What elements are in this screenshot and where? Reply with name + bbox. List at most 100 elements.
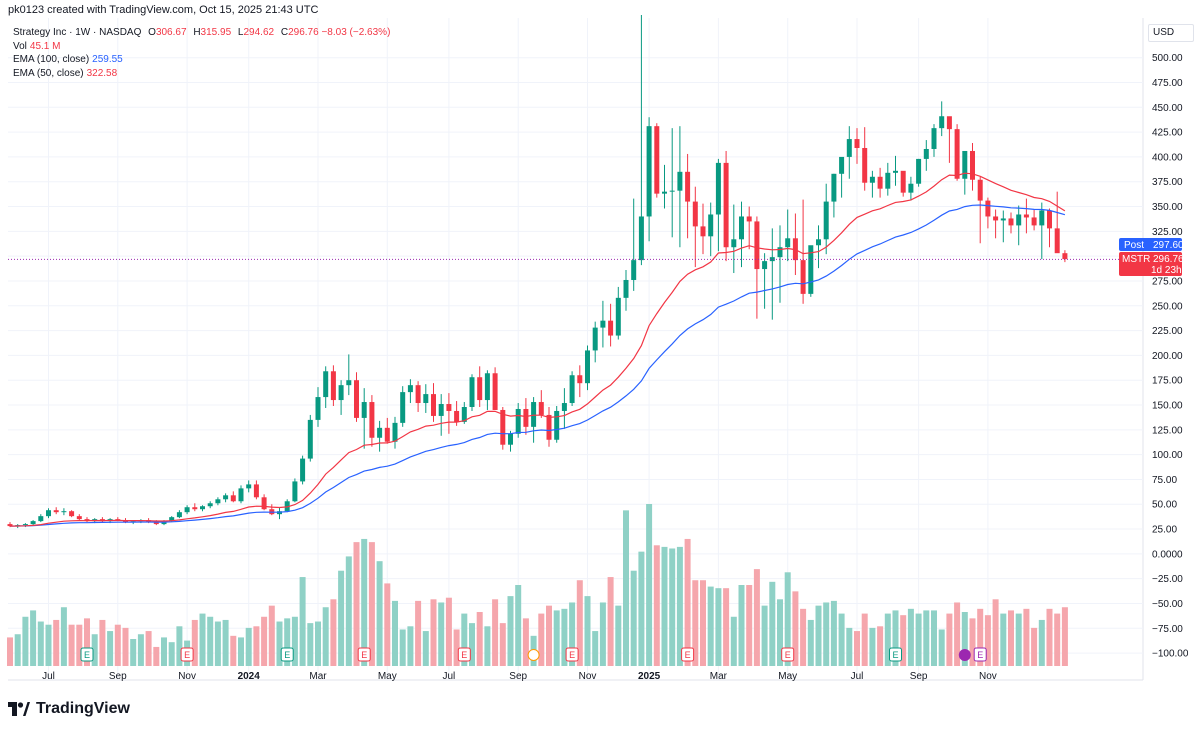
volume-bar xyxy=(615,605,622,666)
candle-body xyxy=(654,126,660,194)
x-tick-label: Jul xyxy=(443,671,456,682)
volume-bar xyxy=(877,626,884,666)
candle-body xyxy=(846,139,852,157)
earnings-marker: E xyxy=(457,647,471,662)
candle-body xyxy=(354,380,359,418)
candle-body xyxy=(546,414,552,440)
candle-body xyxy=(207,503,213,507)
earnings-marker-glyph: E xyxy=(184,650,190,660)
legend-volume-row[interactable]: Vol 45.1 M xyxy=(13,40,61,52)
volume-bar xyxy=(915,613,922,666)
candle-body xyxy=(169,517,175,522)
legend-ema50: 322.58 xyxy=(86,67,118,79)
candle-body xyxy=(939,116,945,129)
candle-body xyxy=(1023,214,1029,218)
y-tick-label: 350.00 xyxy=(1152,202,1183,213)
volume-bar xyxy=(784,572,791,666)
volume-bar xyxy=(14,634,21,666)
x-tick-label: Nov xyxy=(178,671,196,682)
volume-bar xyxy=(576,580,583,666)
candle-body xyxy=(585,350,590,384)
candle-body xyxy=(438,404,444,416)
candle-body xyxy=(1016,214,1022,226)
y-tick-label: 75.00 xyxy=(1152,475,1177,486)
footer-brand[interactable]: TradingView xyxy=(8,700,130,718)
volume-bar xyxy=(268,605,275,666)
earnings-marker-box xyxy=(357,647,371,662)
volume-bar xyxy=(476,612,483,666)
y-tick-label: 150.00 xyxy=(1152,401,1183,412)
candle-body xyxy=(831,173,837,202)
volume-bar xyxy=(161,637,167,666)
volume-bar xyxy=(168,642,175,666)
volume-bar xyxy=(846,627,853,666)
volume-bar xyxy=(415,600,422,666)
volume-bar xyxy=(469,623,475,666)
volume-bar xyxy=(353,542,360,666)
candle-body xyxy=(454,410,460,422)
candle-body xyxy=(739,216,744,240)
earnings-marker-glyph: E xyxy=(569,650,575,660)
volume-bar xyxy=(753,569,760,666)
candle-body xyxy=(223,495,229,500)
x-tick-label: 2025 xyxy=(638,671,661,682)
volume-bar xyxy=(191,619,198,666)
volume-bar xyxy=(1054,613,1061,666)
candle-body xyxy=(508,433,513,445)
volume-bar xyxy=(623,510,629,666)
volume-bar xyxy=(230,635,237,666)
legend-close: 296.76 xyxy=(288,27,319,38)
volume-bar xyxy=(37,621,44,666)
candle-body xyxy=(115,519,121,521)
earnings-marker-box xyxy=(80,647,94,662)
candle-body xyxy=(61,511,67,513)
legend-ema50-row[interactable]: EMA (50, close) 322.58 xyxy=(13,67,118,79)
x-tick-label: Jul xyxy=(851,671,864,682)
y-tick-label: 450.00 xyxy=(1152,103,1183,114)
volume-bars xyxy=(7,504,1068,666)
volume-bar xyxy=(900,615,907,666)
volume-bar xyxy=(592,631,599,666)
candle-body xyxy=(261,497,267,510)
candle-body xyxy=(885,172,891,189)
candle-body xyxy=(700,226,706,237)
candle-body xyxy=(577,375,583,384)
legend-ema100-row[interactable]: EMA (100, close) 259.55 xyxy=(13,54,123,65)
candle-body xyxy=(307,419,313,459)
candle-body xyxy=(538,402,544,415)
volume-bar xyxy=(422,631,429,666)
volume-bar xyxy=(630,570,637,666)
earnings-marker: E xyxy=(280,647,294,662)
candle-body xyxy=(176,512,182,518)
x-tick-label: Mar xyxy=(710,671,728,682)
volume-bar xyxy=(7,637,13,666)
currency-selector[interactable]: USD xyxy=(1148,24,1194,42)
volume-bar xyxy=(291,616,298,666)
y-tick-label: 25.00 xyxy=(1152,525,1177,536)
candle-body xyxy=(561,403,567,411)
volume-bar xyxy=(461,613,468,666)
volume-bar xyxy=(977,608,984,666)
ema50-line xyxy=(9,172,1066,527)
legend-ohlc-row[interactable]: Strategy Inc · 1W · NASDAQ O306.67 H315.… xyxy=(13,27,391,38)
legend-volume: 45.1 M xyxy=(29,40,61,52)
x-tick-label: Sep xyxy=(109,671,127,682)
volume-bar xyxy=(368,542,375,666)
candle-body xyxy=(677,171,683,191)
legend-high: 315.95 xyxy=(200,27,232,38)
volume-bar xyxy=(738,585,745,666)
candlesticks xyxy=(7,15,1068,529)
volume-bar xyxy=(1031,627,1038,666)
volume-bar xyxy=(807,619,814,666)
candle-body xyxy=(323,371,329,398)
candle-body xyxy=(1031,217,1037,226)
candle-body xyxy=(993,216,999,221)
price-axis: 500.00 475.00 450.00 425.00 400.00 375.00 350.… xyxy=(1152,53,1189,659)
y-tick-label: 100.00 xyxy=(1152,450,1183,461)
earnings-marker: E xyxy=(80,647,94,662)
candle-body xyxy=(731,239,737,248)
candle-body xyxy=(515,408,521,434)
y-tick-label: 0.0000 xyxy=(1152,549,1183,560)
volume-bar xyxy=(522,618,529,666)
